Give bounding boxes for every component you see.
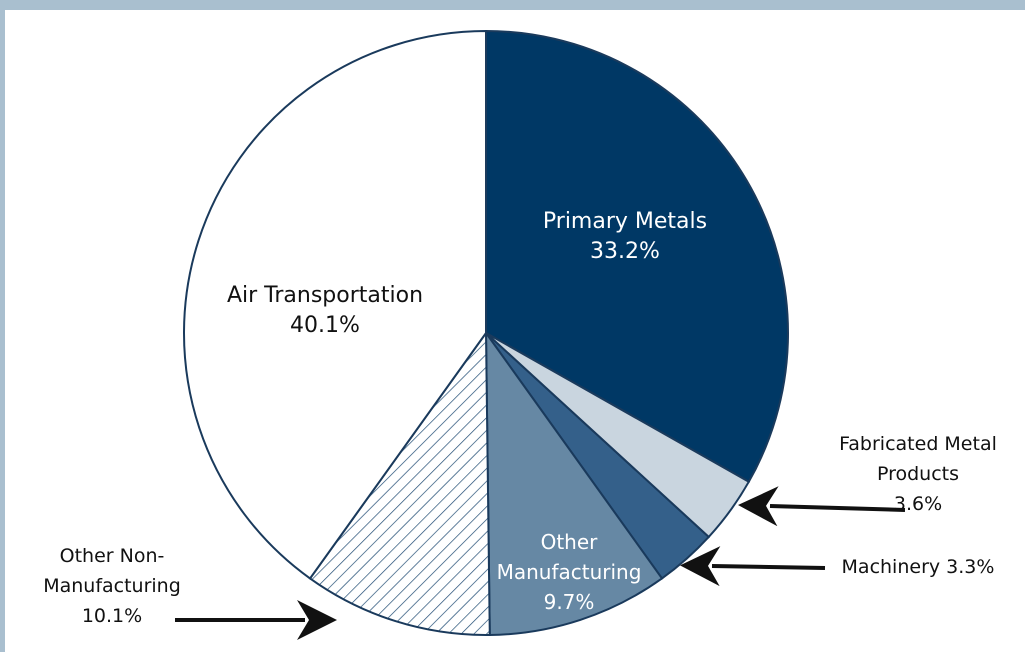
category-label: Other Non-Manufacturing [43,545,181,597]
value-label: 3.6% [893,493,943,515]
category-label: Air Transportation [226,283,424,308]
slice-label: Other Non-Manufacturing 10.1% [10,541,215,631]
slice-label: Other Manufacturing 9.7% [494,527,644,617]
category-label: Primary Metals [542,209,708,234]
pie-slice [308,329,491,636]
value-label: 40.1% [290,313,360,338]
value-label: 3.3% [946,556,995,578]
value-label: 33.2% [590,239,660,264]
arrows [175,486,906,640]
slice-label: Primary Metals 33.2% [515,207,735,267]
slice-label: Fabricated Metal Products 3.6% [831,429,1006,519]
arrow [680,546,826,587]
category-label: Fabricated Metal Products [839,433,997,485]
slice-label: Air Transportation 40.1% [195,281,455,341]
pie-slice [484,329,664,636]
arrow [738,486,906,527]
value-label: 9.7% [543,590,595,614]
category-label: Other Manufacturing [496,530,642,584]
category-label: Machinery [841,556,941,578]
pie-slice [485,29,789,484]
pie-slice [182,29,487,580]
slice-label: Machinery 3.3% [808,552,1025,582]
value-label: 10.1% [81,605,143,627]
